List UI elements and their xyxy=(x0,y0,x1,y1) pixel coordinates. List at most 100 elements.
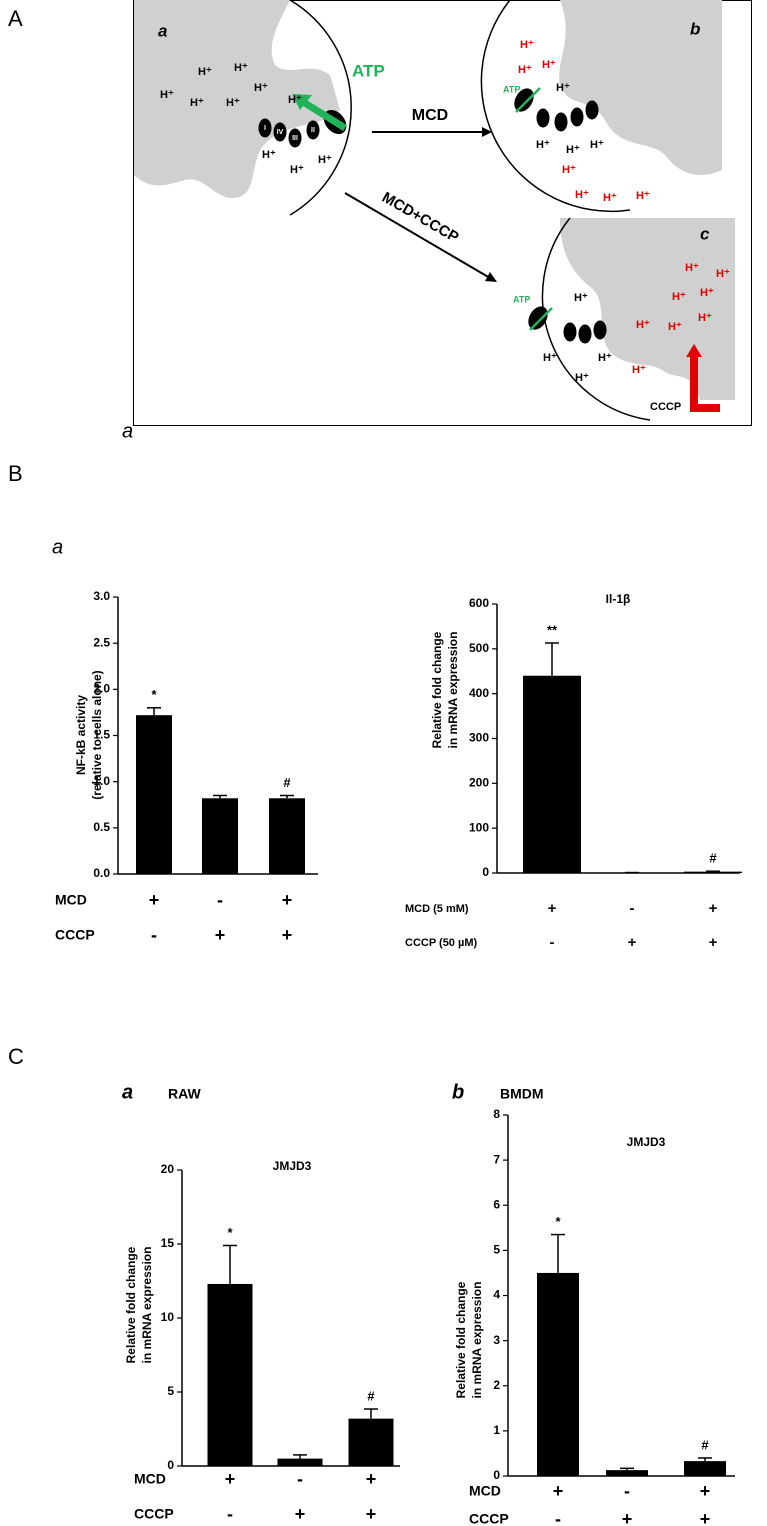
treatment-sign: + xyxy=(553,1481,564,1501)
y-tick-label: 300 xyxy=(469,731,489,745)
complex-label: II xyxy=(311,127,315,134)
treatment-sign: + xyxy=(295,1504,306,1524)
bar xyxy=(269,798,305,874)
y-tick-label: 15 xyxy=(161,1236,175,1250)
y-tick-label: 600 xyxy=(469,596,489,610)
cccp-bar xyxy=(690,355,698,410)
proton: H⁺ xyxy=(574,292,588,304)
treatment-sign: + xyxy=(622,1509,633,1526)
y-tick-label: 1.0 xyxy=(93,774,110,788)
bar xyxy=(537,1272,579,1476)
proton: H⁺ xyxy=(575,189,589,201)
y-tick-label: 20 xyxy=(161,1162,175,1176)
membrane xyxy=(480,0,631,213)
significance: # xyxy=(709,851,717,866)
complex-label: III xyxy=(292,135,298,142)
treatment-sign: - xyxy=(630,900,635,917)
y-tick-label: 0 xyxy=(167,1458,174,1472)
complex xyxy=(306,120,320,140)
atp-arrow xyxy=(515,87,541,113)
proton: H⁺ xyxy=(254,82,268,94)
proton: H⁺ xyxy=(518,64,532,76)
proton: H⁺ xyxy=(632,364,646,376)
proton: H⁺ xyxy=(536,139,550,151)
sub-label: a xyxy=(52,536,63,558)
bar xyxy=(136,715,172,874)
sub-label: a xyxy=(122,1081,133,1103)
proton: H⁺ xyxy=(520,39,534,51)
arrow-label: MCD xyxy=(412,107,448,124)
atp-label: ATP xyxy=(513,294,530,304)
proton: H⁺ xyxy=(716,268,730,280)
treatment-sign: + xyxy=(225,1469,236,1489)
bar xyxy=(523,675,581,873)
proton: H⁺ xyxy=(318,154,332,166)
cytoplasm xyxy=(559,0,722,175)
diagram-frame xyxy=(133,0,752,426)
y-tick-label: 200 xyxy=(469,776,489,790)
complex xyxy=(273,122,287,142)
proton: H⁺ xyxy=(603,192,617,204)
treatment-label: MCD (5 mM) xyxy=(405,903,469,915)
complex xyxy=(593,320,607,340)
chart-title: JMJD3 xyxy=(273,1159,312,1173)
treatment-sign: - xyxy=(151,925,157,945)
treatment-sign: + xyxy=(700,1509,711,1526)
y-axis-label: (relative to cells alone) xyxy=(90,670,104,799)
complex xyxy=(570,107,584,127)
y-tick-label: 0 xyxy=(482,865,489,879)
treatment-sign: - xyxy=(624,1481,630,1501)
significance: ** xyxy=(547,622,558,637)
cccp-label: CCCP xyxy=(650,401,681,413)
y-tick-label: 0 xyxy=(493,1468,500,1482)
cell-label: b xyxy=(690,19,700,38)
treatment-sign: - xyxy=(217,890,223,910)
panel-label: C xyxy=(8,1044,24,1069)
significance: # xyxy=(283,775,291,790)
bar xyxy=(684,1461,726,1476)
cell-type: BMDM xyxy=(500,1086,544,1102)
complex xyxy=(578,324,592,344)
treatment-sign: + xyxy=(628,934,637,951)
treatment-label: CCCP xyxy=(134,1506,174,1522)
significance: * xyxy=(555,1214,561,1229)
complex xyxy=(585,100,599,120)
atp-arrow xyxy=(292,94,312,110)
proton: H⁺ xyxy=(198,66,212,78)
arrow xyxy=(485,272,497,282)
y-tick-label: 500 xyxy=(469,641,489,655)
cytoplasm xyxy=(134,0,340,199)
bar xyxy=(207,1283,253,1466)
y-tick-label: 10 xyxy=(161,1310,175,1324)
cccp-arrow xyxy=(686,344,702,357)
panel-label: A xyxy=(8,6,23,31)
y-tick-label: 0.0 xyxy=(93,866,110,880)
bar xyxy=(348,1418,394,1466)
diagram: I IV III II ATP ATP ATP MCD MCD+CCCP CCC… xyxy=(122,0,752,442)
y-axis-label: Relative fold change xyxy=(454,1281,468,1398)
proton: H⁺ xyxy=(543,352,557,364)
y-tick-label: 8 xyxy=(493,1107,500,1121)
y-axis-label: in mRNA expression xyxy=(140,1247,154,1364)
proton: H⁺ xyxy=(590,139,604,151)
proton: H⁺ xyxy=(190,97,204,109)
arrow xyxy=(482,127,492,137)
treatment-sign: + xyxy=(215,925,226,945)
arrow xyxy=(344,192,491,279)
y-tick-label: 1 xyxy=(493,1423,500,1437)
atp-arrow xyxy=(529,307,553,331)
y-axis-label: in mRNA expression xyxy=(446,632,460,749)
proton: H⁺ xyxy=(700,287,714,299)
treatment-label: MCD xyxy=(469,1483,501,1499)
treatment-sign: + xyxy=(709,934,718,951)
treatment-label: CCCP (50 µM) xyxy=(405,937,477,949)
proton: H⁺ xyxy=(556,82,570,94)
y-tick-label: 5 xyxy=(493,1243,500,1257)
proton: H⁺ xyxy=(288,94,302,106)
treatment-sign: + xyxy=(548,900,557,917)
cell-label: c xyxy=(700,224,710,243)
proton: H⁺ xyxy=(685,262,699,274)
proton: H⁺ xyxy=(542,59,556,71)
proton: H⁺ xyxy=(226,97,240,109)
